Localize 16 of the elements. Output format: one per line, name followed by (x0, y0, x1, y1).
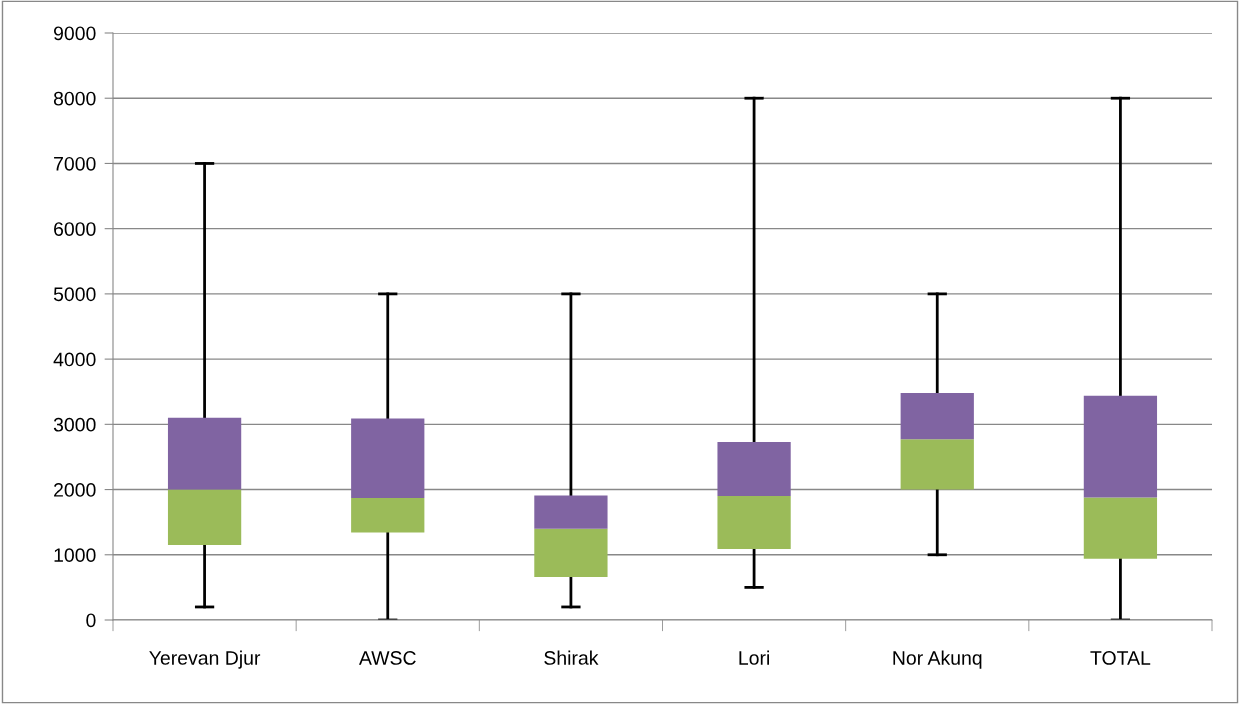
y-tick-label: 5000 (53, 287, 96, 302)
y-tick-label: 7000 (54, 156, 96, 171)
x-tick-label: TOTAL (1090, 651, 1151, 665)
x-tick-label: Nor Akunq (893, 650, 982, 669)
y-tick-label: 0 (86, 613, 96, 628)
y-tick-label: 4000 (53, 352, 96, 367)
y-tick-label: 8000 (53, 91, 96, 106)
y-tick-label: 2000 (54, 483, 96, 497)
x-tick-label: AWSC (358, 651, 416, 665)
x-tick-label: Yerevan Djur (149, 650, 261, 669)
x-tick-label: Lori (739, 650, 769, 665)
y-tick-label: 1000 (54, 548, 96, 563)
x-tick-label: Shirak (544, 650, 599, 665)
y-tick-label: 6000 (54, 222, 96, 236)
y-tick-label: 3000 (53, 417, 96, 432)
y-tick-label: 9000 (53, 26, 96, 41)
